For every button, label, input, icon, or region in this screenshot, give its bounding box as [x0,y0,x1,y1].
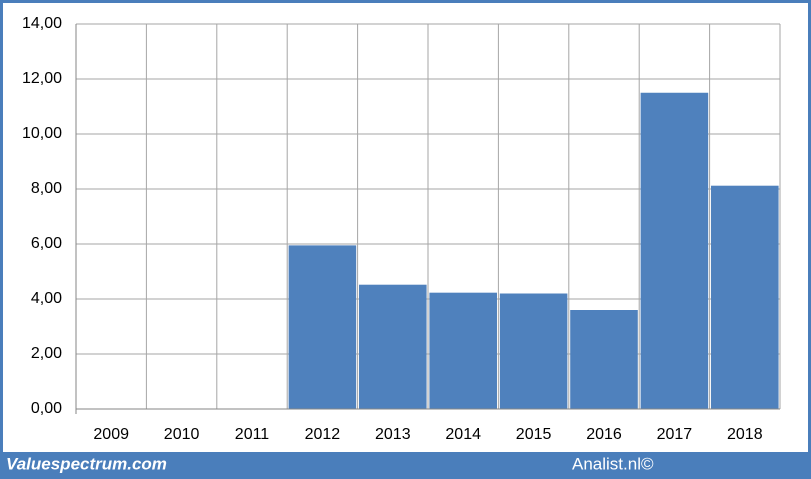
footer-band [0,452,811,479]
y-tick-label: 12,00 [22,70,62,87]
bar [359,284,427,409]
bar [711,185,779,409]
y-tick-label: 6,00 [31,235,62,252]
x-tick-label: 2009 [93,426,129,443]
x-tick-label: 2016 [586,426,622,443]
x-tick-label: 2014 [445,426,481,443]
bar [429,292,497,409]
footer-right: Analist.nl© [572,454,654,473]
y-tick-label: 4,00 [31,290,62,307]
x-tick-label: 2012 [305,426,341,443]
bar [499,293,568,409]
bar [640,92,709,409]
bar [570,310,638,409]
x-tick-label: 2015 [516,426,552,443]
x-tick-label: 2017 [657,426,693,443]
y-tick-label: 14,00 [22,15,62,32]
footer-left: Valuespectrum.com [6,454,167,473]
x-tick-label: 2011 [235,426,270,443]
x-tick-label: 2013 [375,426,411,443]
x-tick-label: 2010 [164,426,200,443]
bar [288,245,357,409]
y-tick-label: 10,00 [22,125,62,142]
x-tick-label: 2018 [727,426,763,443]
y-tick-label: 2,00 [31,345,62,362]
y-tick-label: 0,00 [31,400,62,417]
y-tick-label: 8,00 [31,180,62,197]
